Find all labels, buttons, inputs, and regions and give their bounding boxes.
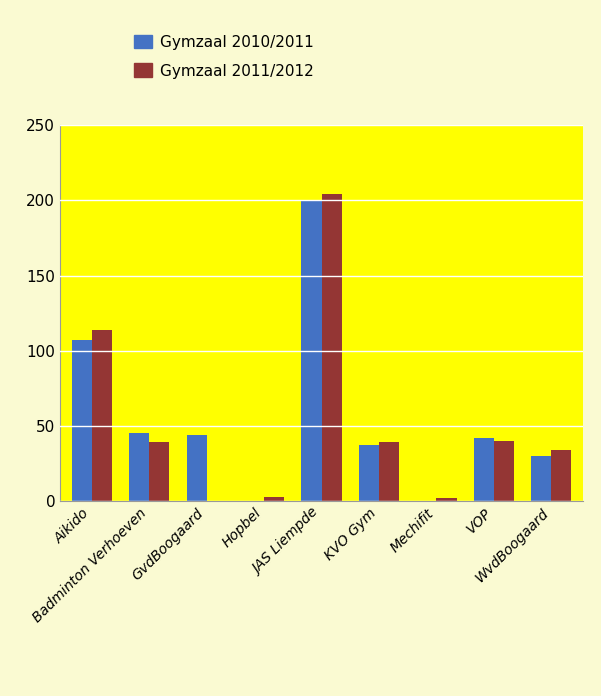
Bar <box>379 443 399 501</box>
Bar <box>92 330 112 501</box>
Bar <box>129 434 149 501</box>
Bar <box>72 340 92 501</box>
Bar <box>149 443 169 501</box>
Bar <box>551 450 572 501</box>
Bar <box>302 200 322 501</box>
Bar <box>436 498 457 501</box>
Legend: Gymzaal 2010/2011, Gymzaal 2011/2012: Gymzaal 2010/2011, Gymzaal 2011/2012 <box>128 29 320 85</box>
Bar <box>359 445 379 501</box>
Bar <box>474 438 494 501</box>
Bar <box>264 497 284 501</box>
Bar <box>186 435 207 501</box>
Bar <box>531 456 551 501</box>
Bar <box>494 441 514 501</box>
Bar <box>322 194 341 501</box>
